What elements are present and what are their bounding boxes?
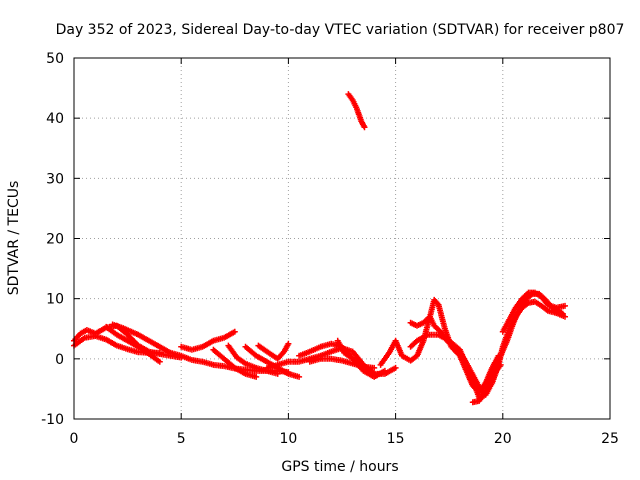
series-f	[210, 346, 260, 380]
series-e	[178, 328, 238, 353]
chart-title: Day 352 of 2023, Sidereal Day-to-day VTE…	[56, 22, 625, 38]
y-tick-label: 20	[46, 232, 64, 248]
series-t	[345, 91, 368, 131]
x-tick-label: 25	[601, 431, 619, 447]
data-point	[156, 358, 163, 365]
x-tick-label: 20	[494, 431, 512, 447]
data-points	[71, 91, 568, 406]
data-point	[562, 313, 568, 320]
y-axis-label: SDTVAR / TECUs	[6, 181, 22, 296]
data-point	[296, 373, 303, 380]
y-tick-label: 30	[46, 171, 64, 187]
data-point	[392, 364, 399, 371]
series-i	[255, 340, 292, 362]
data-point	[361, 124, 368, 131]
x-tick-label: 10	[279, 431, 297, 447]
series-n	[377, 296, 502, 395]
x-tick-label: 0	[70, 431, 79, 447]
series-m	[334, 337, 356, 362]
data-point	[562, 302, 568, 309]
data-point	[231, 328, 238, 335]
series-l	[306, 355, 378, 371]
grid	[74, 58, 610, 419]
series-r	[489, 298, 568, 386]
y-tick-label: -10	[41, 412, 64, 428]
x-tick-label: 5	[177, 431, 186, 447]
y-tick-label: 10	[46, 292, 64, 308]
x-tick-label: 15	[387, 431, 405, 447]
series-h	[242, 343, 303, 380]
data-point	[371, 364, 378, 371]
data-point	[381, 367, 388, 374]
data-point	[253, 373, 260, 380]
y-tick-label: 40	[46, 111, 64, 127]
series-c	[103, 323, 163, 365]
series-s	[499, 289, 568, 335]
data-point	[156, 349, 163, 356]
data-point	[274, 370, 281, 377]
x-axis-label: GPS time / hours	[281, 459, 398, 475]
data-point	[285, 340, 292, 347]
y-tick-label: 0	[55, 352, 64, 368]
y-tick-label: 50	[46, 51, 64, 67]
data-point	[349, 355, 356, 362]
axis-ticks: 0 5 10 15 20 25 -10 0 10 20 30 40 50	[41, 51, 619, 447]
